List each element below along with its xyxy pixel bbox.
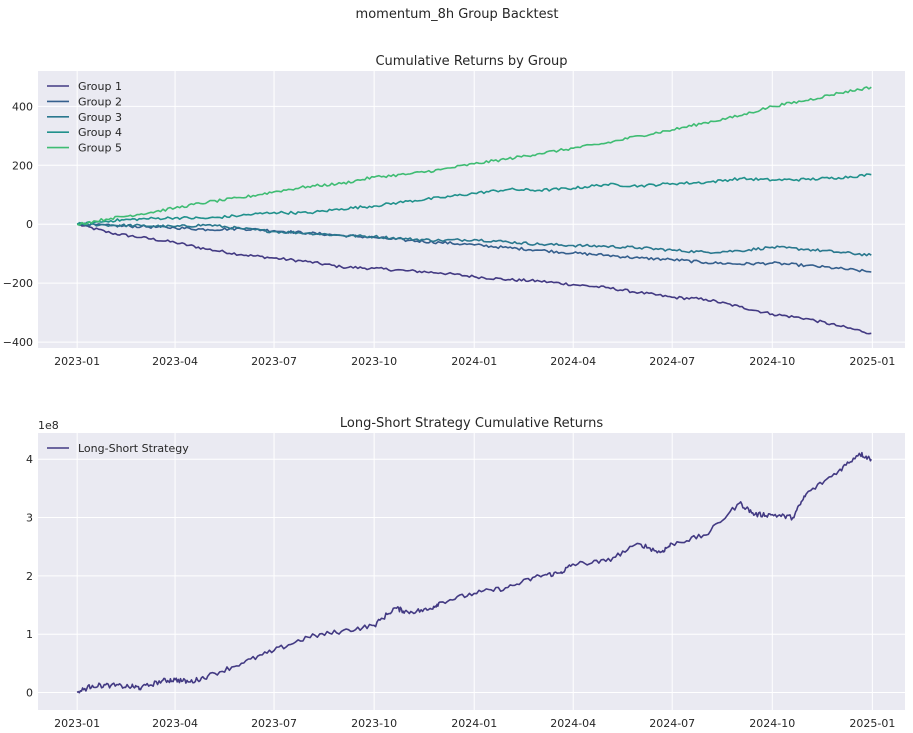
x-tick-label: 2024-10: [749, 717, 795, 730]
series-line: [76, 222, 872, 273]
axes-title: Long-Short Strategy Cumulative Returns: [340, 416, 603, 431]
x-tick-label: 2024-07: [649, 355, 695, 368]
x-tick-label: 2024-04: [550, 355, 596, 368]
x-tick-labels: 2023-01 2023-04 2023-07 2023-10 2024-01 2024-…: [54, 717, 895, 730]
x-tick-label: 2023-07: [251, 717, 297, 730]
x-tick-labels: 2023-01 2023-04 2023-07 2023-10 2024-01 2024-…: [54, 355, 895, 368]
x-tick-label: 2024-10: [749, 355, 795, 368]
series-line: [76, 173, 872, 226]
y-tick-label: −400: [3, 336, 33, 349]
legend-label: Group 1: [78, 80, 122, 93]
figure-suptitle: momentum_8h Group Backtest: [356, 7, 559, 22]
x-tick-label: 2024-07: [649, 717, 695, 730]
legend-label: Group 5: [78, 142, 122, 155]
axes-background: [38, 71, 905, 348]
legend-label: Group 2: [78, 95, 122, 108]
legend-label: Long-Short Strategy: [78, 442, 189, 455]
legend-label: Group 3: [78, 111, 122, 124]
y-tick-label: 0: [26, 687, 33, 700]
x-tick-label: 2024-01: [451, 355, 497, 368]
y-tick-label: 3: [26, 512, 33, 525]
series-line: [77, 223, 872, 335]
x-tick-label: 2023-10: [351, 717, 397, 730]
series-line: [76, 86, 872, 226]
x-tick-label: 2023-10: [351, 355, 397, 368]
x-tick-label: 2023-07: [251, 355, 297, 368]
series-line: [76, 222, 872, 257]
y-tick-label: 400: [12, 100, 33, 113]
x-tick-label: 2023-04: [152, 355, 198, 368]
axes-title: Cumulative Returns by Group: [375, 54, 567, 69]
axes-long-short: 0 1 2 3 4 2023-01 2023-04 2023-07 2023-10 2024-0…: [26, 416, 905, 730]
y-tick-label: 0: [26, 218, 33, 231]
x-tick-label: 2023-04: [152, 717, 198, 730]
x-tick-label: 2024-04: [550, 717, 596, 730]
y-tick-labels: −400 −200 0 200 400: [3, 100, 33, 349]
x-tick-label: 2025-01: [849, 355, 895, 368]
series-line: [76, 451, 872, 694]
y-tick-label: 4: [26, 453, 33, 466]
x-tick-label: 2023-01: [54, 355, 100, 368]
y-offset-label: 1e8: [38, 419, 59, 432]
x-tick-label: 2024-01: [451, 717, 497, 730]
series-lines: [76, 451, 872, 694]
y-tick-label: 1: [26, 628, 33, 641]
x-tick-label: 2023-01: [54, 717, 100, 730]
legend: Long-Short Strategy: [47, 442, 189, 455]
y-tick-label: −200: [3, 277, 33, 290]
series-lines: [76, 86, 872, 335]
gridlines: [38, 433, 905, 710]
y-tick-label: 2: [26, 570, 33, 583]
legend-label: Group 4: [78, 126, 122, 139]
y-tick-label: 200: [12, 159, 33, 172]
legend: Group 1 Group 2 Group 3 Group 4 Group 5: [47, 80, 122, 155]
x-tick-label: 2025-01: [849, 717, 895, 730]
y-tick-labels: 0 1 2 3 4: [26, 453, 33, 699]
axes-background: [38, 433, 905, 710]
